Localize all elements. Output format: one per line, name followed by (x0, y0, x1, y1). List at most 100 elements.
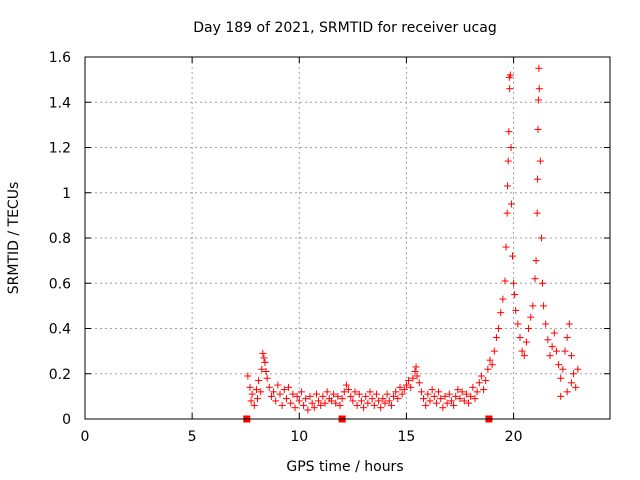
data-point (366, 388, 374, 396)
data-point (247, 397, 255, 405)
data-point (398, 390, 406, 398)
data-point (441, 392, 449, 400)
data-point (340, 388, 348, 396)
data-point (332, 399, 340, 407)
data-point (355, 390, 363, 398)
data-point (353, 401, 361, 409)
data-point (557, 392, 565, 400)
data-point (567, 379, 575, 387)
data-point (254, 395, 261, 403)
data-point (527, 313, 535, 321)
data-point (507, 144, 515, 151)
data-point (308, 399, 316, 407)
data-point (567, 352, 575, 360)
grid-lines (85, 57, 610, 419)
chart-title: Day 189 of 2021, SRMTID for receiver uca… (193, 20, 496, 36)
data-point (270, 388, 278, 396)
data-point (396, 383, 404, 391)
data-point (262, 367, 270, 375)
data-point (529, 302, 537, 310)
data-point (504, 182, 512, 190)
data-point (420, 395, 428, 403)
data-point (462, 390, 470, 398)
x-axis-title: GPS time / hours (286, 459, 403, 475)
data-point (557, 374, 565, 382)
data-point (454, 386, 462, 394)
data-point (422, 401, 430, 409)
data-point (488, 361, 496, 369)
data-point (347, 392, 355, 400)
data-point (510, 279, 518, 287)
data-point (310, 404, 318, 412)
data-point (570, 370, 578, 378)
data-point (385, 397, 393, 405)
data-point (522, 338, 530, 346)
data-point (261, 358, 269, 366)
data-point (334, 392, 342, 400)
data-point (484, 365, 492, 373)
data-point (381, 399, 389, 407)
y-tick-label: 0.4 (49, 322, 71, 338)
data-point (327, 397, 335, 405)
data-point (501, 277, 509, 285)
data-point (424, 390, 432, 398)
x-tick-label: 0 (81, 429, 90, 445)
data-point (432, 399, 440, 407)
data-point (492, 334, 500, 342)
data-point (272, 397, 280, 405)
data-point (555, 361, 563, 369)
data-point (439, 404, 447, 412)
data-point (317, 401, 325, 409)
data-point (428, 386, 436, 394)
data-point (552, 347, 560, 355)
data-point (532, 257, 540, 265)
data-point (447, 397, 455, 405)
data-point (430, 392, 438, 400)
data-point (520, 352, 528, 360)
data-point (291, 404, 299, 412)
x-axis-tick-labels: 0 5 10 15 20 (81, 429, 523, 445)
data-point (372, 390, 380, 398)
data-point (559, 365, 567, 373)
data-point (267, 392, 275, 400)
data-point (506, 71, 514, 79)
y-axis-title: SRMTID / TECUs (6, 182, 22, 295)
data-point (535, 64, 543, 72)
data-point (534, 175, 542, 183)
data-point (506, 85, 514, 93)
data-point (413, 372, 421, 380)
data-point (460, 397, 468, 405)
x-tick-label: 20 (505, 429, 523, 445)
data-point (477, 372, 485, 380)
data-point (550, 329, 558, 337)
data-point (248, 390, 256, 398)
data-point (574, 365, 582, 373)
data-point (259, 349, 267, 357)
data-point (516, 334, 524, 342)
data-point (364, 399, 372, 407)
data-point (282, 395, 290, 403)
data-point (405, 377, 413, 385)
y-tick-label: 0.2 (49, 367, 71, 383)
data-point (546, 352, 554, 360)
data-point (525, 325, 533, 332)
data-point (443, 399, 451, 407)
data-point (497, 309, 505, 317)
data-point (542, 320, 550, 328)
data-point (402, 381, 410, 389)
y-tick-label: 1.6 (49, 50, 71, 66)
data-point (533, 209, 541, 217)
data-point (315, 397, 323, 405)
data-point (503, 209, 511, 217)
data-point (499, 295, 507, 303)
data-point (572, 383, 580, 391)
data-point (509, 252, 516, 260)
data-point (456, 395, 464, 403)
data-point (465, 399, 473, 407)
data-point (548, 343, 556, 351)
data-point (392, 388, 400, 396)
data-point (390, 392, 398, 400)
data-point (512, 306, 520, 314)
data-point (480, 386, 488, 394)
